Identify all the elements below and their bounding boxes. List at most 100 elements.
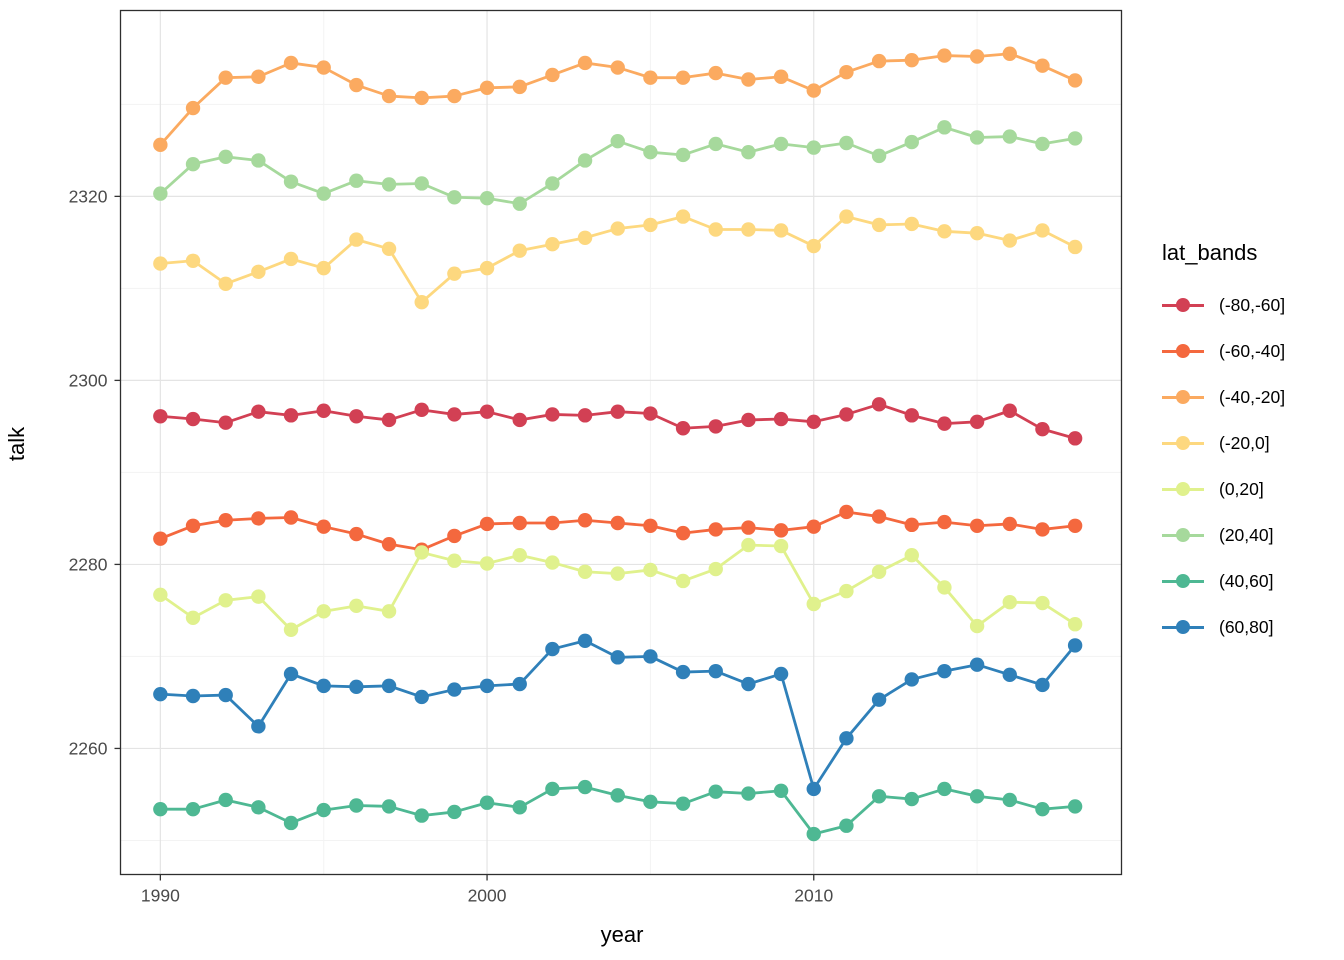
y-tick-label: 2280 [69, 554, 108, 574]
data-point [545, 237, 560, 252]
data-point [610, 133, 625, 149]
data-point [283, 815, 299, 831]
data-point [610, 566, 625, 581]
data-point [773, 69, 789, 84]
data-point [512, 196, 527, 211]
data-point [153, 256, 168, 271]
legend: lat_bands (-80,-60] (-60,-40] (-40,-20] (-2… [1162, 238, 1285, 650]
data-point [773, 136, 789, 152]
data-point [577, 564, 593, 579]
data-point [479, 556, 495, 571]
data-point [1067, 239, 1083, 255]
data-point [153, 186, 168, 201]
data-point [447, 407, 462, 422]
data-point [577, 513, 593, 528]
data-point [349, 232, 364, 247]
data-point [839, 407, 854, 422]
data-point [643, 70, 658, 85]
data-point [479, 516, 495, 532]
legend-key-icon [1162, 342, 1204, 360]
data-point [937, 416, 952, 431]
data-point [871, 217, 887, 233]
data-point [414, 294, 429, 310]
legend-item-label: (-40,-20] [1219, 386, 1286, 407]
legend-item-label: (-20,0] [1219, 432, 1270, 453]
data-point [937, 224, 952, 239]
data-point [545, 555, 560, 570]
data-point [806, 826, 821, 842]
data-point [741, 144, 756, 160]
data-point [643, 144, 658, 160]
data-point [675, 421, 691, 436]
data-point [251, 800, 266, 815]
legend-item-label: (0,20] [1219, 478, 1264, 499]
data-point [185, 253, 201, 268]
data-point [512, 800, 527, 815]
data-point [447, 266, 462, 281]
data-point [1035, 58, 1050, 73]
data-point [283, 510, 299, 525]
data-point [675, 573, 691, 589]
data-point [577, 633, 593, 648]
data-point [937, 580, 952, 595]
data-point [773, 523, 789, 538]
data-point [577, 408, 593, 423]
data-point [414, 90, 429, 106]
data-point [479, 191, 495, 206]
data-point [512, 79, 527, 95]
data-point [153, 531, 168, 546]
legend-item: (-80,-60] [1162, 282, 1285, 328]
data-point [643, 518, 658, 533]
data-point [218, 687, 233, 703]
data-point [675, 147, 691, 163]
data-point [773, 411, 789, 427]
data-point [1035, 522, 1050, 537]
data-point [381, 678, 397, 694]
data-point [741, 537, 756, 553]
data-point [773, 538, 789, 554]
data-point [381, 412, 397, 428]
data-point [218, 513, 233, 528]
data-point [708, 663, 723, 679]
data-point [479, 404, 495, 419]
data-point [479, 795, 495, 810]
legend-key-icon [1162, 572, 1204, 590]
data-point [545, 176, 560, 191]
data-point [381, 536, 397, 552]
data-point [381, 604, 397, 619]
data-point [185, 100, 201, 116]
x-tick-label: 2000 [468, 886, 507, 906]
data-point [904, 134, 919, 150]
data-point [1035, 136, 1050, 152]
data-point [773, 666, 789, 682]
data-point [708, 561, 723, 577]
data-point [871, 509, 887, 524]
data-point [447, 553, 462, 568]
data-point [708, 784, 723, 799]
data-point [708, 65, 723, 81]
data-point [153, 801, 168, 817]
data-point [316, 403, 331, 418]
data-point [969, 657, 985, 672]
data-point [185, 411, 201, 427]
data-point [806, 781, 821, 797]
data-point [839, 135, 854, 151]
data-point [479, 678, 495, 694]
data-point [806, 596, 821, 612]
data-point [741, 520, 756, 535]
data-point [349, 409, 364, 424]
data-point [871, 692, 887, 707]
data-point [414, 689, 429, 705]
data-point [643, 794, 658, 810]
y-tick-label: 2260 [69, 738, 108, 758]
data-point [904, 52, 919, 68]
data-point [447, 190, 462, 205]
data-point [283, 55, 299, 71]
legend-item-label: (20,40] [1219, 524, 1274, 545]
data-point [577, 779, 593, 795]
legend-item-label: (40,60] [1219, 570, 1274, 591]
data-point [675, 209, 691, 224]
legend-item-label: (60,80] [1219, 616, 1274, 637]
data-point [741, 72, 756, 87]
